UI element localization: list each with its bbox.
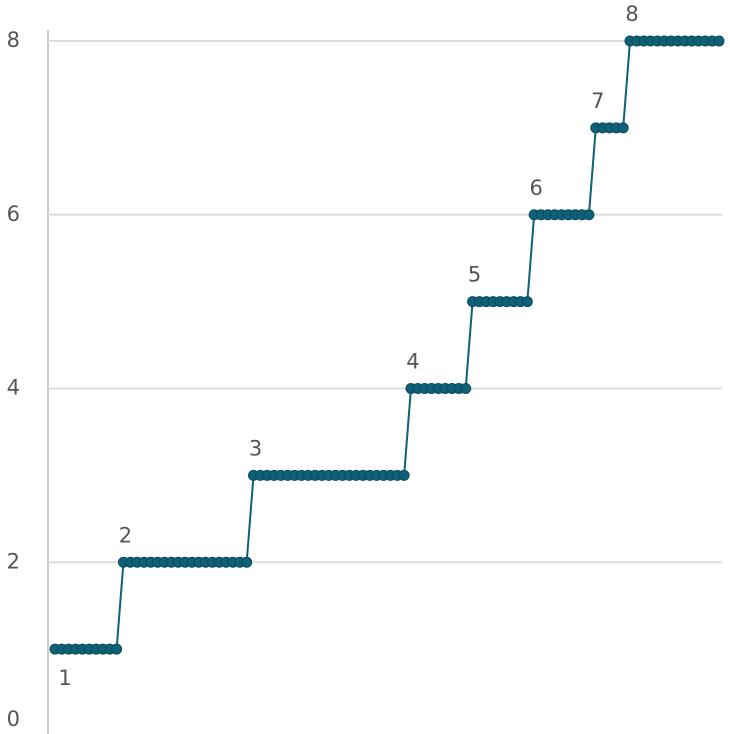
point [111, 643, 123, 655]
point [241, 556, 253, 568]
data-label: 1 [58, 666, 71, 690]
data-label: 5 [468, 263, 481, 287]
data-label: 6 [529, 176, 542, 200]
y-tick-label: 6 [7, 202, 20, 226]
point [460, 383, 472, 394]
point [617, 122, 629, 134]
data-label: 3 [249, 436, 262, 460]
data-label: 8 [625, 2, 638, 26]
point [521, 296, 533, 308]
data-label: 2 [119, 523, 132, 547]
y-tick-label: 0 [7, 707, 20, 731]
point [713, 35, 725, 47]
y-tick-label: 2 [7, 549, 20, 573]
y-tick-label: 4 [7, 376, 20, 400]
point [398, 469, 410, 481]
y-tick-label: 8 [7, 28, 20, 52]
data-label: 4 [406, 350, 419, 374]
point [583, 209, 595, 221]
data-label: 7 [591, 89, 604, 113]
